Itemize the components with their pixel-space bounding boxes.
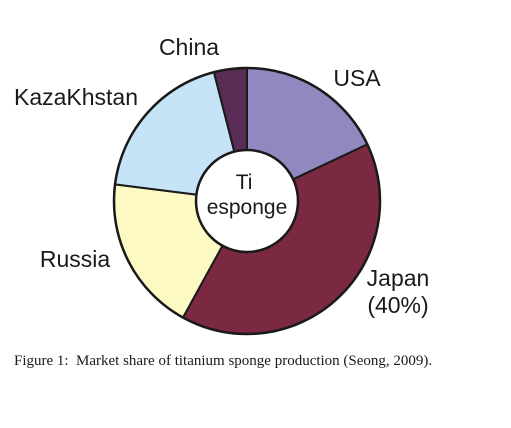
slice-label-line: Russia (40, 246, 111, 272)
caption-number: Figure 1: (14, 353, 69, 369)
slice-label-kazakhstan: KazaKhstan (14, 84, 138, 110)
slice-labels: USA Japan (40%) Russia KazaKhstan China (14, 34, 429, 318)
slice-label-japan: Japan (40%) (367, 265, 430, 318)
outer-ring-outline (112, 66, 382, 336)
donut-center-hole (194, 148, 300, 254)
slice-label-usa: USA (333, 65, 381, 91)
center-label-line-1: Ti (236, 171, 253, 194)
caption-text: Market share of titanium sponge producti… (76, 353, 433, 369)
slice-label-china: China (159, 34, 219, 60)
slice-label-line: USA (333, 65, 381, 91)
center-label: Ti esponge (207, 171, 288, 219)
center-label-line-2: esponge (207, 196, 288, 219)
slice-label-line: China (159, 34, 219, 60)
donut-chart: Ti esponge USA Japan (40%) Russia KazaKhstan… (14, 34, 429, 336)
slice-label-line: Japan (367, 265, 430, 291)
slice-label-line: (40%) (367, 292, 428, 318)
slice-label-russia: Russia (40, 246, 111, 272)
slice-label-line: KazaKhstan (14, 84, 138, 110)
figure-caption: Figure 1: Market share of titanium spong… (14, 352, 484, 371)
